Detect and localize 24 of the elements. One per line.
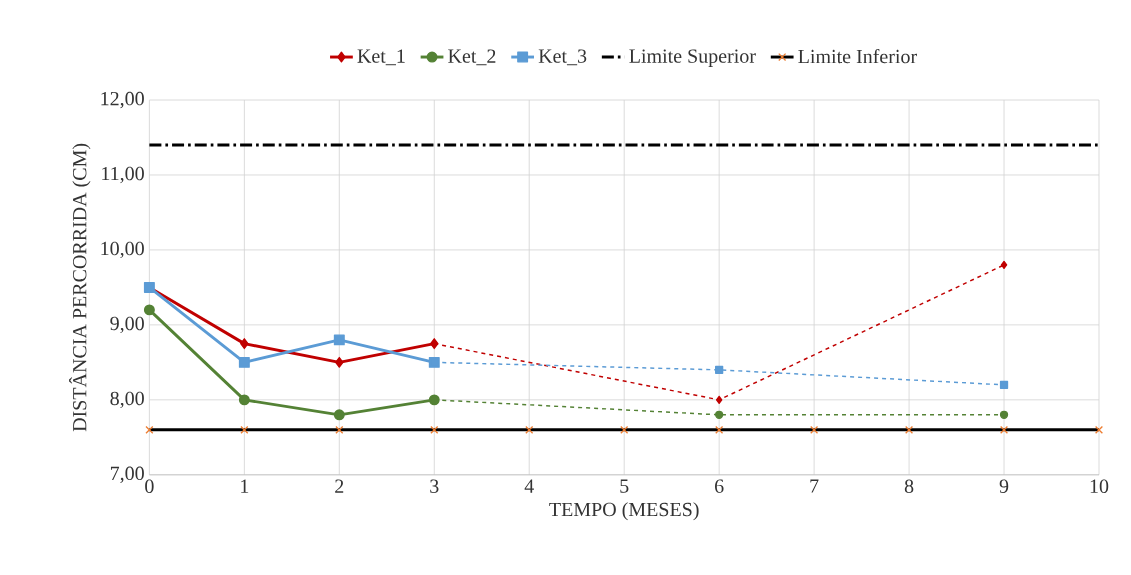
x-tick-label: 0	[145, 479, 154, 494]
x-tick-label: 7	[810, 479, 819, 493]
legend-label: Limite Inferior	[798, 49, 917, 64]
x-tick-label: 9	[999, 479, 1009, 494]
legend-label: Ket_2	[448, 49, 496, 66]
legend-label: Limite Superior	[629, 49, 756, 68]
x-tick-label: 2	[335, 479, 344, 493]
x-tick-label: 4	[524, 479, 534, 493]
legend-label: Ket_1	[357, 49, 405, 66]
y-axis-title: DISTÂNCIA PERCORRIDA (CM)	[69, 143, 91, 432]
y-tick-label: 12,00	[101, 91, 144, 109]
y-tick-label: 10,00	[101, 241, 144, 259]
y-tick-label: 7,00	[110, 466, 144, 484]
x-tick-label: 10	[1090, 479, 1109, 494]
legend-label: Ket_3	[538, 49, 587, 66]
x-axis-title: TEMPO (MESES)	[549, 502, 699, 521]
x-tick-label: 1	[241, 479, 249, 493]
x-tick-label: 8	[904, 479, 914, 494]
y-tick-label: 9,00	[110, 316, 144, 334]
x-tick-label: 6	[715, 479, 724, 494]
x-tick-label: 5	[620, 479, 629, 493]
x-tick-label: 3	[430, 479, 439, 494]
y-tick-label: 11,00	[102, 166, 144, 184]
y-tick-label: 8,00	[110, 391, 144, 409]
